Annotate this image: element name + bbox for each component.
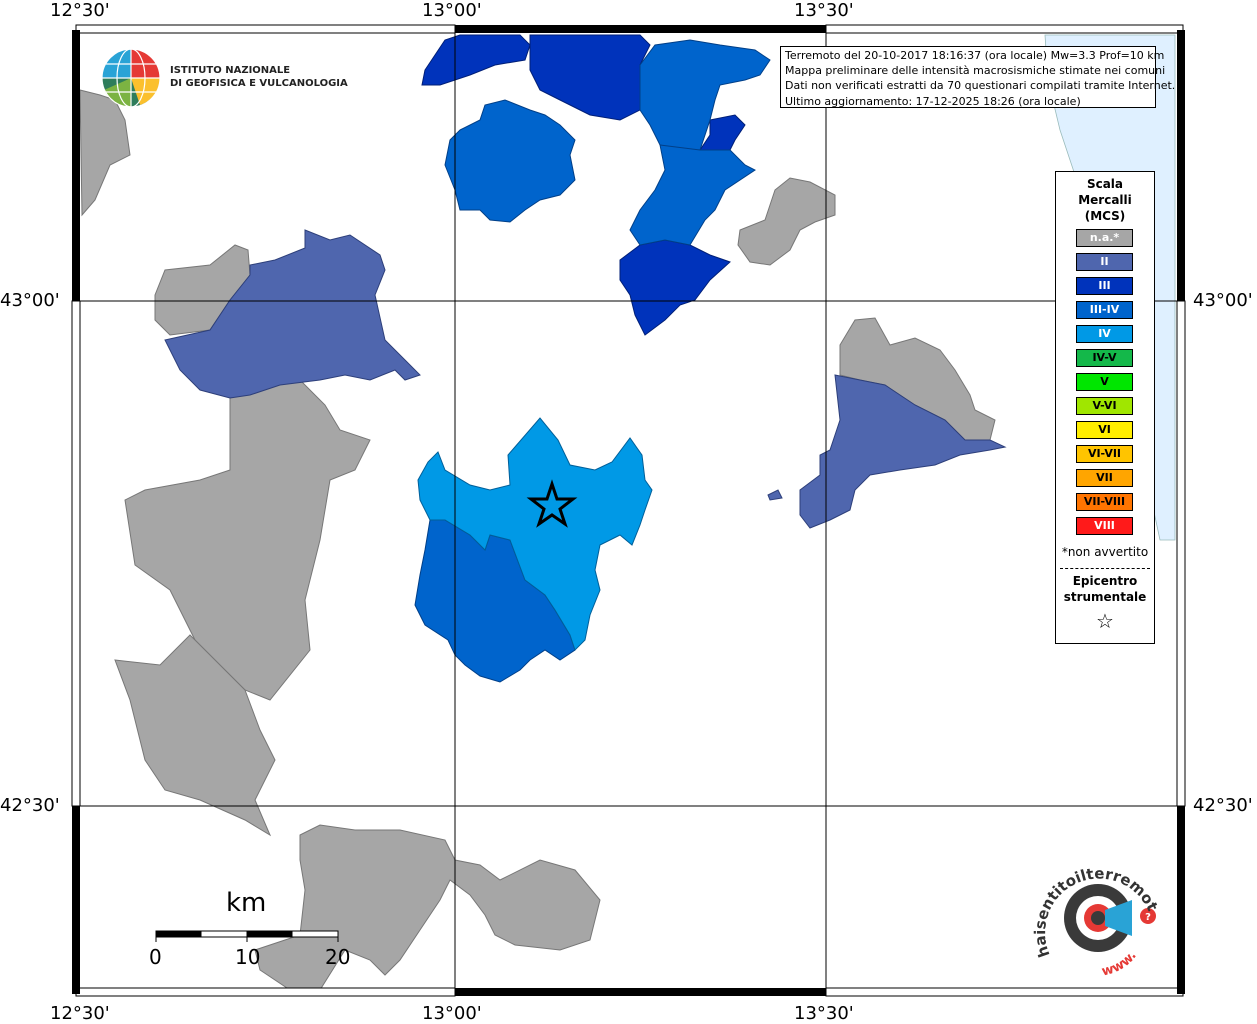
legend-title-line-2: Mercalli xyxy=(1078,193,1132,207)
na-area-northwest xyxy=(79,89,131,217)
top-lon-label-3: 13°30' xyxy=(794,0,854,21)
haisentito-logo-text: haisentitoilterremoto.it xyxy=(1030,855,1160,960)
legend-swatch: VI xyxy=(1076,421,1133,439)
legend-swatch: V-VI xyxy=(1076,397,1133,415)
svg-text:?: ? xyxy=(1145,912,1151,923)
left-lat-label-1: 43°00' xyxy=(0,290,60,311)
na-area-southwest xyxy=(114,634,276,837)
info-line-2: Mappa preliminare delle intensità macros… xyxy=(785,64,1166,78)
legend-swatch: VI-VII xyxy=(1076,445,1133,463)
legend-swatch: II xyxy=(1076,253,1133,271)
legend-swatch: V xyxy=(1076,373,1133,391)
earthquake-info-box: Terremoto del 20-10-2017 18:16:37 (ora l… xyxy=(780,46,1176,108)
institute-line-1: ISTITUTO NAZIONALE xyxy=(170,65,291,76)
intensity-II-municipalities xyxy=(164,229,1007,529)
legend-swatch: VII xyxy=(1076,469,1133,487)
legend-title: Scala Mercalli (MCS) xyxy=(1056,176,1154,224)
iii-area-northeast xyxy=(699,114,746,151)
scale-tick-10: 10 xyxy=(235,945,261,969)
ii-area-east xyxy=(799,374,1007,529)
bottom-lon-label-2: 13°00' xyxy=(422,1003,482,1024)
right-lat-label-2: 42°30' xyxy=(1193,795,1253,816)
legend-star-icon: ☆ xyxy=(1096,609,1114,633)
legend-epicenter-line-2: strumentale xyxy=(1063,590,1147,604)
ii-area-east-small xyxy=(767,489,783,501)
legend-note: *non avvertito xyxy=(1061,545,1149,559)
ingv-globe-logo xyxy=(101,48,161,108)
legend-swatch: VII-VIII xyxy=(1076,493,1133,511)
svg-text:www.: www. xyxy=(1100,948,1139,979)
scale-unit: km xyxy=(226,888,267,918)
iii-area-center-north xyxy=(619,239,731,336)
legend-swatch: IV-V xyxy=(1076,349,1133,367)
legend-swatch: III xyxy=(1076,277,1133,295)
legend-swatch: IV xyxy=(1076,325,1133,343)
scale-tick-20: 20 xyxy=(325,945,351,969)
legend-swatch: III-IV xyxy=(1076,301,1133,319)
left-lat-label-2: 42°30' xyxy=(0,795,60,816)
mcs-legend: Scala Mercalli (MCS) n.a.* II III III-IV IV I… xyxy=(1055,171,1155,644)
legend-epicenter-label: Epicentro strumentale xyxy=(1056,573,1154,605)
iii-area-north-b xyxy=(529,34,651,121)
institute-line-2: DI GEOFISICA E VULCANOLOGIA xyxy=(170,78,348,89)
top-lon-label-1: 12°30' xyxy=(50,0,110,21)
info-line-4: Ultimo aggiornamento: 17-12-2025 18:26 (… xyxy=(785,94,1081,108)
legend-swatch: VIII xyxy=(1076,517,1133,535)
institute-name: ISTITUTO NAZIONALE DI GEOFISICA E VULCAN… xyxy=(170,64,348,90)
na-area-northeast-a xyxy=(737,177,836,266)
info-line-3: Dati non verificati estratti da 70 quest… xyxy=(785,79,1176,93)
scale-tick-0: 0 xyxy=(149,945,162,969)
bottom-lon-label-1: 12°30' xyxy=(50,1003,110,1024)
right-lat-label-1: 43°00' xyxy=(1193,290,1253,311)
haisentito-logo-url: www. xyxy=(1100,948,1139,979)
iii-area-north-a xyxy=(421,34,531,86)
iiiiv-area-north-a xyxy=(444,99,576,223)
scale-bar xyxy=(155,930,339,942)
iiiiv-area-north-b xyxy=(639,39,771,151)
na-area-south-center xyxy=(254,824,601,991)
epicenter-star-icon xyxy=(526,479,578,528)
ii-area-west xyxy=(164,229,421,399)
iiiiv-area-center-north xyxy=(629,144,756,246)
intensity-III-municipalities xyxy=(421,34,746,336)
earthquake-target-icon: ? xyxy=(1064,884,1156,952)
top-lon-label-2: 13°00' xyxy=(422,0,482,21)
info-line-1: Terremoto del 20-10-2017 18:16:37 (ora l… xyxy=(785,49,1165,62)
iv-area-epicenter xyxy=(417,417,653,651)
legend-title-line-3: (MCS) xyxy=(1084,209,1126,223)
graticule xyxy=(76,30,1183,994)
map-frame xyxy=(71,24,1186,997)
legend-swatch: n.a.* xyxy=(1076,229,1133,247)
legend-epicenter-line-1: Epicentro xyxy=(1072,574,1138,588)
intensity-IV-municipalities xyxy=(417,417,653,651)
bottom-lon-label-3: 13°30' xyxy=(794,1003,854,1024)
legend-separator xyxy=(1060,568,1150,569)
na-area-west-big xyxy=(124,379,371,701)
svg-text:haisentitoilterremoto.it: haisentitoilterremoto.it xyxy=(1030,855,1160,960)
legend-title-line-1: Scala xyxy=(1086,177,1124,191)
haisentito-logo: haisentitoilterremoto.it www. xyxy=(1030,855,1160,979)
na-municipalities xyxy=(79,89,996,991)
